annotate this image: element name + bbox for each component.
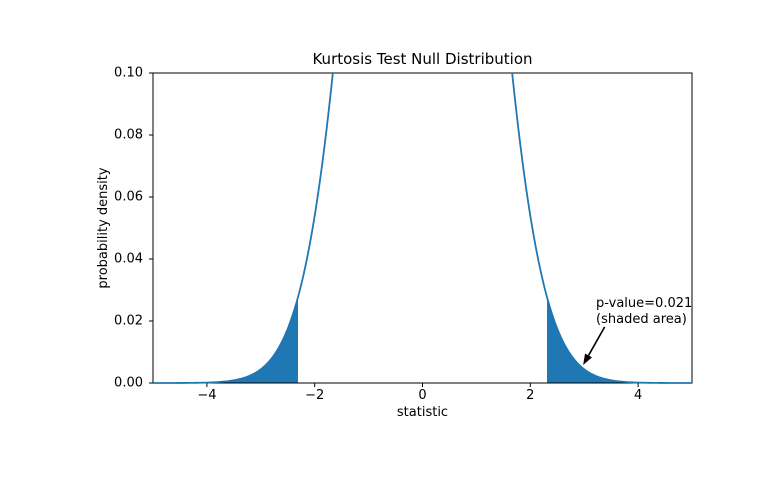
x-tick-label: −4 [197, 388, 216, 403]
annotation-arrow-head [583, 353, 593, 366]
x-tick-label: −2 [305, 388, 324, 403]
annotation-line-1: p-value=0.021 [596, 296, 693, 312]
chart-title: Kurtosis Test Null Distribution [312, 50, 533, 68]
density-curve [153, 73, 692, 384]
x-axis-label: statistic [396, 405, 449, 420]
annotation-arrow-shaft [587, 326, 606, 356]
left-tail-shaded-area [153, 297, 298, 383]
axes-frame [152, 72, 693, 384]
y-axis-label: probability density [96, 167, 111, 289]
p-value-annotation: p-value=0.021 (shaded area) [596, 296, 692, 329]
y-tick-label: 0.02 [114, 314, 143, 329]
x-tick-label: 2 [526, 388, 534, 403]
y-tick-label: 0.00 [114, 376, 143, 391]
right-tail-shaded-area [547, 297, 692, 383]
annotation-line-2: (shaded area) [596, 312, 687, 328]
y-tick-label: 0.10 [114, 66, 143, 81]
x-tick-label: 0 [418, 388, 426, 403]
y-tick-label: 0.04 [114, 252, 143, 267]
y-tick-label: 0.06 [114, 190, 143, 205]
x-tick-label: 4 [634, 388, 642, 403]
y-tick-label: 0.08 [114, 128, 143, 143]
